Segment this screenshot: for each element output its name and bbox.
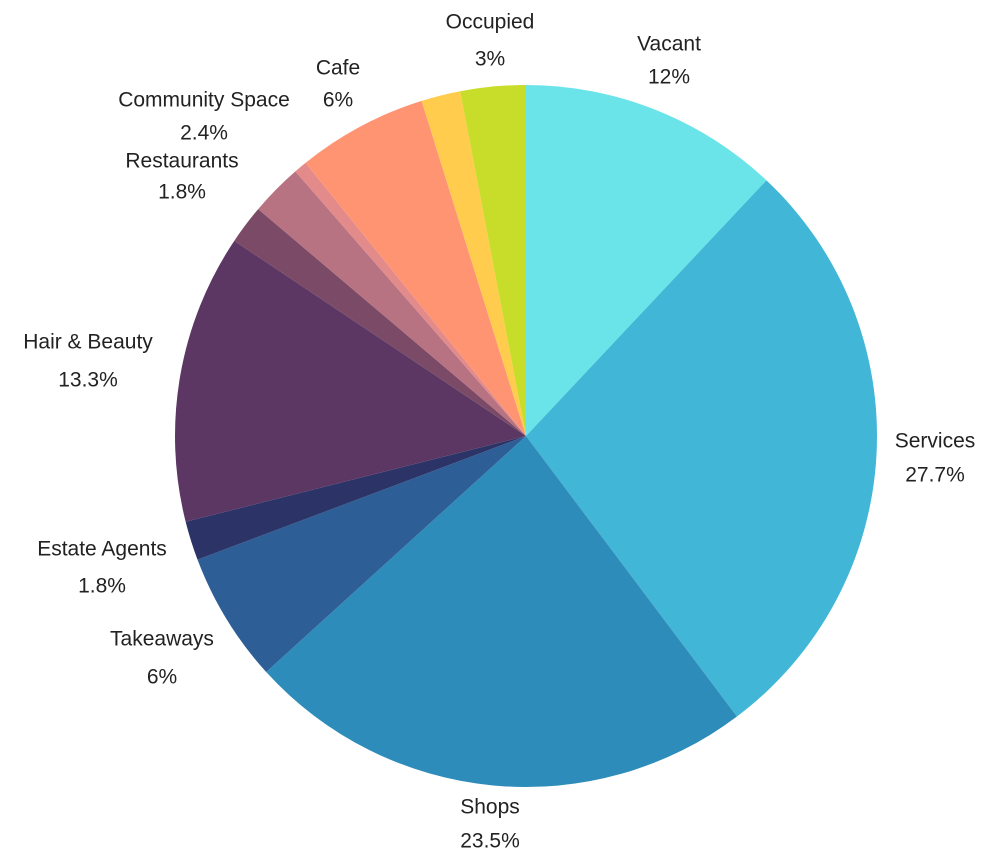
slice-label: Restaurants — [125, 150, 238, 173]
slice-label: Services — [895, 430, 976, 453]
slice-value-label: 27.7% — [905, 464, 965, 487]
slice-label: Vacant — [637, 33, 701, 56]
slice-value-label: 23.5% — [460, 830, 520, 853]
slice-value-label: 13.3% — [58, 369, 118, 392]
slice-label: Cafe — [316, 57, 360, 80]
pie-slice — [526, 85, 767, 436]
slice-label: Estate Agents — [37, 538, 167, 561]
slice-label: Takeaways — [110, 628, 214, 651]
pie-slice — [258, 171, 526, 436]
pie-slice — [305, 100, 526, 437]
pie-slice — [175, 240, 526, 522]
pie-slice — [421, 91, 526, 437]
slice-value-label: 1.8% — [158, 181, 206, 204]
pie-slice — [234, 209, 526, 436]
slice-label: Occupied — [446, 11, 535, 34]
pie-slice — [295, 162, 526, 436]
pie-slice — [185, 436, 526, 560]
slice-value-label: 6% — [323, 89, 353, 112]
slice-label: Hair & Beauty — [23, 331, 153, 354]
slice-value-label: 2.4% — [180, 122, 228, 145]
slice-value-label: 1.8% — [78, 575, 126, 598]
slice-label: Community Space — [118, 89, 290, 112]
slice-value-label: 3% — [475, 48, 505, 71]
pie-slice — [266, 436, 737, 788]
pie-slice — [526, 180, 877, 717]
slice-value-label: 12% — [648, 66, 690, 89]
slice-value-label: 6% — [147, 666, 177, 689]
slice-label: Shops — [460, 796, 520, 819]
pie-slice — [197, 436, 527, 673]
pie-slice — [460, 85, 526, 436]
